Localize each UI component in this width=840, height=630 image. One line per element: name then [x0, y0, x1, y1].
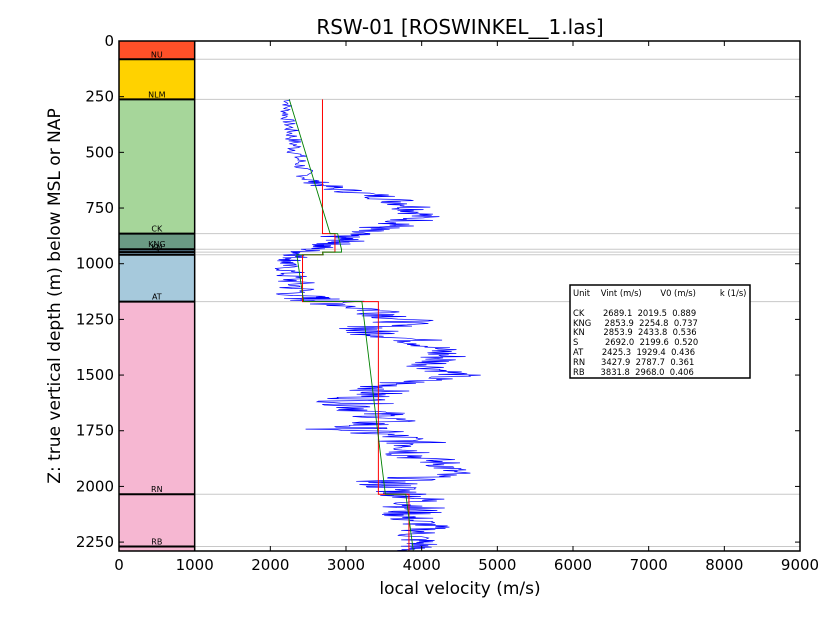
x-tick-label-5: 5000 [478, 556, 516, 574]
legend-row-rn: RN 3427.9 2787.7 0.361 [573, 357, 694, 367]
x-tick-label-3: 3000 [327, 556, 365, 574]
unit-label-rb: RB [151, 538, 162, 547]
x-tick-label-8: 8000 [705, 556, 743, 574]
y-tick-label-4: 1000 [76, 255, 114, 273]
y-tick-label-1: 250 [85, 88, 114, 106]
unit-label-ck: CK [151, 225, 163, 234]
unit-band-nu [119, 41, 195, 60]
y-tick-label-6: 1500 [76, 366, 114, 384]
unit-band-ck [119, 99, 195, 234]
legend-row-rb: RB 3831.8 2968.0 0.406 [573, 367, 694, 377]
unit-band-s [119, 252, 195, 255]
legend-row-kng: KNG 2853.9 2254.8 0.737 [573, 318, 698, 328]
unit-band-rn [119, 301, 195, 495]
x-tick-label-4: 4000 [403, 556, 441, 574]
unit-band-at [119, 254, 195, 302]
unit-band-nlm [119, 59, 195, 100]
unit-label-nlm: NLM [148, 90, 165, 99]
legend-header: Unit Vint (m/s) V0 (m/s) k (1/s) [573, 288, 746, 298]
unit-label-at: AT [152, 293, 162, 302]
y-tick-label-8: 2000 [76, 477, 114, 495]
y-tick-label-3: 750 [85, 199, 114, 217]
x-axis-title: local velocity (m/s) [379, 579, 540, 599]
legend-row-kn: KN 2853.9 2433.8 0.536 [573, 327, 697, 337]
y-tick-label-0: 0 [104, 32, 114, 50]
x-tick-label-2: 2000 [251, 556, 289, 574]
unit-label-rn: RN [151, 485, 163, 494]
velocity-profile-line [274, 99, 481, 551]
y-tick-label-2: 500 [85, 143, 114, 161]
x-tick-label-9: 9000 [781, 556, 819, 574]
unit-band-rb [119, 494, 195, 551]
legend-row-at: AT 2425.3 1929.4 0.436 [573, 347, 695, 357]
x-tick-label-1: 1000 [176, 556, 214, 574]
y-tick-label-7: 1750 [76, 422, 114, 440]
chart-title: RSW-01 [ROSWINKEL__1.las] [316, 15, 603, 39]
unit-band-kng [119, 233, 195, 250]
legend-frame [569, 284, 751, 379]
unit-label-kn: KN [151, 243, 162, 252]
unit-band-kn [119, 249, 195, 253]
x-tick-label-6: 6000 [554, 556, 592, 574]
y-axis-title: Z: true vertical depth (m) below MSL or … [45, 108, 65, 483]
plot-frame [118, 40, 801, 552]
trend-line [288, 99, 414, 552]
y-tick-label-5: 1250 [76, 310, 114, 328]
unit-label-kng: KNG [148, 240, 165, 249]
x-tick-label-0: 0 [114, 556, 124, 574]
x-tick-label-7: 7000 [630, 556, 668, 574]
legend-row-s: S 2692.0 2199.6 0.520 [573, 337, 698, 347]
legend-box: Unit Vint (m/s) V0 (m/s) k (1/s) CK 2689… [569, 284, 751, 379]
y-tick-label-9: 2250 [76, 533, 114, 551]
unit-label-nu: NU [151, 50, 163, 59]
unit-label-s: S [154, 246, 159, 255]
legend-row-ck: CK 2689.1 2019.5 0.889 [573, 308, 696, 318]
